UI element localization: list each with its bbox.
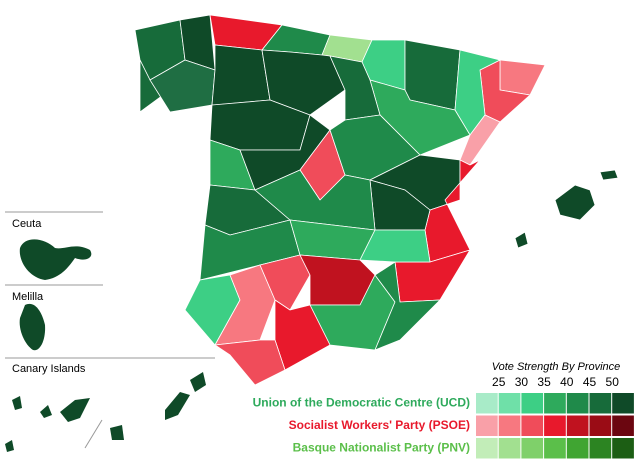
legend-title: Vote Strength By Province — [492, 361, 621, 373]
canary-island — [5, 440, 14, 452]
provinces — [134, 14, 619, 386]
legend-party: Union of the Democratic Centre (UCD) — [253, 395, 470, 409]
legend-scale-label: 25 — [492, 375, 506, 389]
province — [404, 39, 461, 111]
canary-island — [12, 396, 22, 410]
legend-swatch — [476, 438, 498, 459]
legend-scale-label: 45 — [583, 375, 597, 389]
legend-swatch — [521, 415, 544, 436]
legend-swatch — [544, 393, 566, 414]
legend-swatch — [612, 438, 634, 459]
legend-swatch — [566, 415, 589, 436]
legend-party: Socialist Workers' Party (PSOE) — [289, 418, 470, 432]
legend-swatch — [521, 438, 544, 459]
province — [499, 59, 546, 96]
legend-scale-label: 40 — [560, 375, 574, 389]
canary-island — [110, 425, 124, 440]
province — [374, 261, 441, 351]
province — [514, 231, 529, 249]
legend-swatch — [476, 415, 498, 436]
ceuta — [19, 239, 92, 280]
inset-label: Canary Islands — [12, 363, 86, 375]
canary-island — [60, 398, 90, 422]
legend-swatch — [544, 415, 566, 436]
canary-island — [165, 392, 190, 420]
province — [554, 184, 596, 221]
legend: Vote Strength By Province 25 30 35 40 45 50 Un… — [253, 361, 634, 459]
legend-swatch — [476, 393, 498, 414]
legend-swatch — [498, 415, 521, 436]
legend-swatch — [498, 438, 521, 459]
province — [214, 339, 286, 386]
province — [259, 254, 311, 311]
legend-scale-label: 30 — [515, 375, 529, 389]
inset-divider — [84, 419, 103, 449]
province — [359, 229, 431, 263]
legend-swatch — [589, 415, 612, 436]
legend-swatch — [566, 393, 589, 414]
inset-label: Melilla — [12, 291, 44, 303]
legend-swatch — [612, 393, 634, 414]
inset-label: Ceuta — [12, 218, 42, 230]
insets: Ceuta Melilla Canary Islands — [5, 211, 215, 452]
legend-scale-label: 35 — [537, 375, 551, 389]
legend-swatch — [544, 438, 566, 459]
melilla — [19, 303, 46, 351]
province — [599, 169, 619, 181]
legend-swatch — [612, 415, 634, 436]
canary-island — [40, 405, 52, 418]
legend-swatch — [566, 438, 589, 459]
legend-swatch — [521, 393, 544, 414]
province — [211, 44, 271, 106]
legend-swatch — [589, 438, 612, 459]
canary-island — [190, 372, 206, 392]
legend-party: Basque Nationalist Party (PNV) — [293, 440, 470, 454]
legend-swatch — [498, 393, 521, 414]
legend-scale-label: 50 — [606, 375, 620, 389]
province — [459, 114, 501, 166]
legend-swatch — [589, 393, 612, 414]
